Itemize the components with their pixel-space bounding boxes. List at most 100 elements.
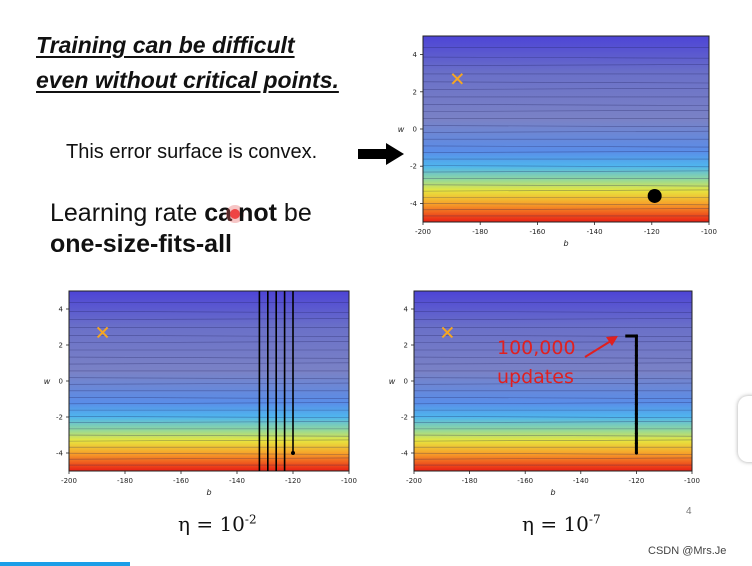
x-tick-label: -120 — [628, 477, 644, 485]
annotation-count: 100,000 — [497, 337, 576, 359]
contour-line — [413, 311, 693, 313]
y-tick-label: -2 — [410, 163, 417, 171]
contour-line — [413, 377, 693, 380]
contour-line — [413, 341, 693, 344]
path-step-point — [634, 392, 638, 397]
contour-line — [422, 189, 710, 192]
contour-line — [422, 145, 710, 148]
path-step-point — [634, 451, 638, 455]
path-step-point — [634, 373, 638, 377]
y-tick-label: 4 — [59, 306, 64, 314]
path-step-point — [634, 344, 638, 348]
y-tick-label: 2 — [404, 342, 408, 350]
lr-text-2: be — [276, 199, 312, 227]
contour-line — [422, 109, 710, 112]
contour-line — [413, 416, 693, 418]
x-tick-label: -200 — [406, 477, 422, 485]
error-surface-chart-bottom-right: -200 -180 -160 -140 -120 -100 4 2 0 -2 -4 b w 100,00… — [389, 290, 700, 497]
x-tick-label: -100 — [341, 477, 357, 485]
y-tick-label: -4 — [410, 200, 418, 208]
heatmap-surface — [422, 35, 710, 223]
cursor-highlight-icon — [230, 209, 241, 220]
x-tick-label: -160 — [173, 477, 189, 485]
contour-line — [68, 377, 350, 380]
eta-left-base: η = 10 — [178, 512, 245, 536]
x-tick-label: -120 — [285, 477, 301, 485]
page-number: 4 — [686, 506, 692, 517]
contour-line — [422, 170, 710, 173]
contour-line — [68, 397, 350, 399]
contour-line — [413, 356, 693, 359]
contour-line — [68, 457, 350, 460]
x-axis-label: b — [563, 239, 568, 248]
y-tick-label: -2 — [56, 414, 63, 422]
y-tick-label: 4 — [413, 51, 418, 59]
contour-line — [422, 103, 710, 106]
path-step-point — [634, 412, 638, 416]
annotation-arrow-icon — [584, 336, 618, 358]
y-tick-label: 0 — [59, 378, 63, 386]
path-step-point — [634, 363, 638, 367]
start-marker — [96, 326, 109, 339]
x-axis-label: b — [206, 488, 211, 497]
contour-line — [422, 184, 710, 187]
contour-line — [413, 402, 693, 405]
contour-line — [68, 341, 350, 344]
x-tick-label: -100 — [701, 228, 717, 236]
contour-line — [422, 208, 710, 211]
y-tick-label: 0 — [413, 126, 417, 134]
x-tick-label: -120 — [644, 228, 660, 236]
lr-line2: one-size-fits-all — [50, 230, 232, 258]
contour-line — [68, 356, 350, 359]
contour-line — [68, 434, 350, 437]
eta-right-base: η = 10 — [522, 512, 589, 536]
error-surface-chart-top: -200 -180 -160 -140 -120 -100 4 2 0 -2 -4 b w — [398, 35, 717, 248]
right-arrow-icon — [358, 143, 404, 165]
y-tick-label: 4 — [404, 306, 409, 314]
x-tick-label: -200 — [61, 477, 77, 485]
contour-line — [68, 335, 350, 337]
path-step-point — [634, 422, 638, 426]
y-axis-label: w — [44, 377, 51, 386]
path-end-point — [291, 451, 295, 455]
x-tick-label: -140 — [573, 477, 589, 485]
start-marker — [441, 326, 454, 339]
y-tick-label: 2 — [413, 88, 417, 96]
path-step-point — [634, 383, 638, 387]
convex-statement: This error surface is convex. — [66, 141, 318, 163]
contour-line — [413, 397, 693, 399]
side-panel-handle[interactable] — [738, 396, 752, 462]
contour-line — [422, 125, 710, 128]
contour-line — [413, 439, 693, 442]
slide-title-line2: even without critical points. — [36, 67, 339, 93]
contour-line — [413, 382, 693, 385]
start-marker — [451, 73, 464, 85]
x-axis-label: b — [550, 488, 555, 497]
lr-text-1: Learning rate — [50, 199, 205, 227]
contour-line — [413, 452, 693, 455]
path-step-point — [634, 431, 638, 436]
contour-line — [422, 203, 710, 206]
contour-line — [68, 362, 350, 365]
y-axis-label: w — [398, 125, 405, 134]
x-tick-label: -160 — [517, 477, 533, 485]
progress-bar — [0, 562, 130, 566]
minimum-point — [647, 188, 662, 203]
x-tick-label: -140 — [587, 228, 603, 236]
x-tick-label: -180 — [462, 477, 478, 485]
contour-line — [422, 81, 710, 84]
contour-line — [413, 318, 693, 321]
x-tick-label: -160 — [529, 228, 545, 236]
y-tick-label: 0 — [404, 378, 408, 386]
contour-line — [68, 402, 350, 405]
contour-line — [68, 311, 350, 313]
contour-line — [422, 165, 710, 168]
contour-line — [68, 382, 350, 385]
contour-line — [413, 335, 693, 337]
x-tick-label: -100 — [684, 477, 700, 485]
contour-line — [413, 362, 693, 365]
contour-line — [422, 130, 710, 133]
lr-bold-2: not — [238, 199, 277, 227]
x-tick-label: -180 — [117, 477, 133, 485]
eta-left-exp: -2 — [244, 512, 257, 527]
